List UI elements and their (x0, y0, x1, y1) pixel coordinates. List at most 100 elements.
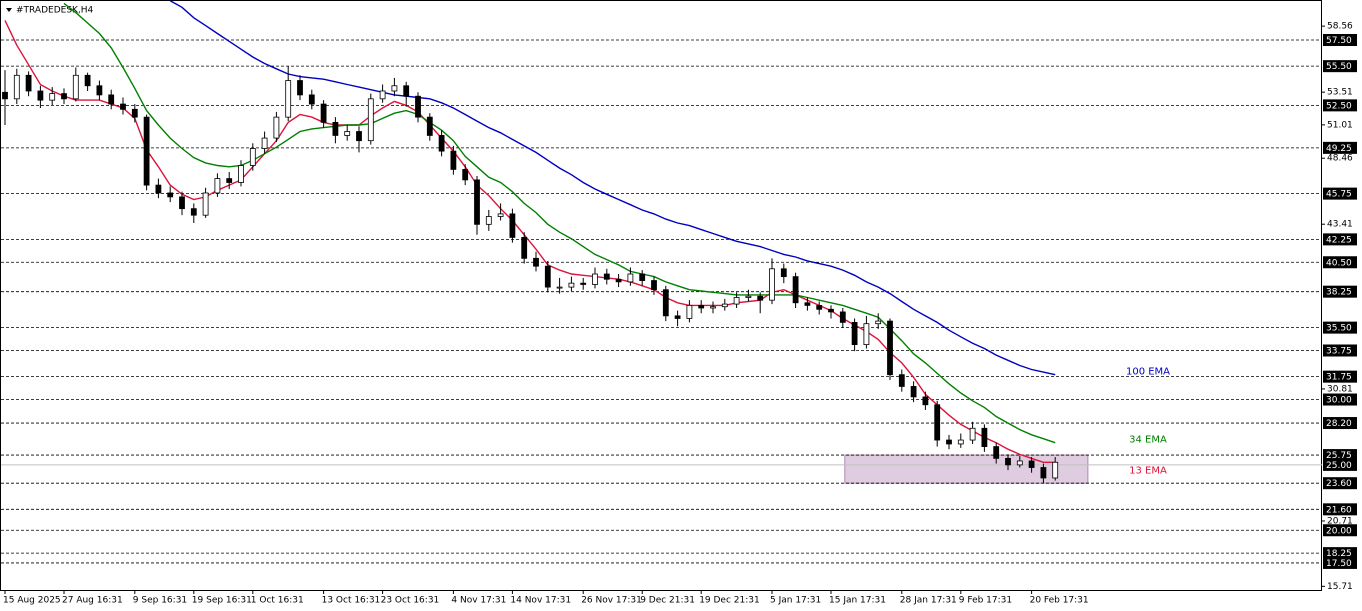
x-tick-label: 13 Oct 16:31 (322, 596, 381, 606)
candle-body (356, 131, 362, 142)
candle-body (639, 273, 646, 281)
candle-body (450, 150, 457, 170)
level-label: 45.75 (1326, 190, 1352, 200)
y-tick-label: 53.51 (1327, 88, 1353, 98)
candle-body (320, 103, 327, 123)
candle-body (1028, 460, 1035, 468)
level-label: 23.60 (1326, 479, 1352, 489)
x-tick-label: 28 Jan 17:31 (900, 596, 957, 606)
y-tick-label: 58.56 (1327, 22, 1353, 32)
candle-body (922, 396, 929, 406)
candle-body (155, 184, 162, 194)
candle-body (1005, 457, 1011, 466)
price-box (1323, 458, 1357, 471)
level-label: 28.20 (1326, 419, 1352, 429)
x-tick-label: 5 Jan 17:31 (770, 596, 821, 606)
candle-body (462, 169, 469, 181)
candle-body (757, 295, 764, 301)
level-label: 52.50 (1326, 101, 1352, 111)
candle-body (863, 323, 870, 346)
ema-line (169, 0, 1056, 376)
level-box (1323, 60, 1357, 73)
candle-body (710, 306, 716, 309)
x-tick-label: 14 Nov 17:31 (510, 596, 571, 606)
candle-body (131, 108, 138, 118)
ema-label: 13 EMA (1129, 465, 1167, 476)
plot-frame (0, 0, 1322, 591)
candle-body (61, 93, 67, 100)
x-tick-label: 9 Dec 21:31 (640, 596, 695, 606)
level-box (1323, 233, 1357, 246)
candle-body (580, 282, 587, 285)
candle-body (190, 208, 197, 216)
candle-body (249, 148, 256, 166)
candle-body (120, 103, 126, 110)
level-box (1323, 503, 1357, 516)
candle-body (851, 321, 858, 346)
candle-body (285, 80, 292, 118)
candle-body (957, 439, 964, 445)
candle-body (615, 278, 622, 283)
candle-body (1016, 460, 1023, 466)
candle-body (592, 273, 598, 285)
level-box (1323, 524, 1357, 537)
level-box (1323, 187, 1357, 200)
candle-body (143, 116, 150, 186)
candle-body (721, 303, 728, 308)
candle-body (533, 257, 539, 267)
level-box (1323, 556, 1357, 569)
candle-body (686, 304, 693, 319)
candle-body (367, 98, 374, 142)
level-box (1323, 417, 1357, 430)
level-label: 57.50 (1326, 36, 1352, 46)
x-tick-label: 15 Aug 2025 (3, 596, 61, 606)
candle-body (898, 374, 905, 387)
level-label: 49.25 (1326, 144, 1352, 154)
candle-body (887, 320, 893, 376)
level-box (1323, 370, 1357, 383)
price-label: 25.00 (1326, 461, 1352, 471)
level-box (1323, 547, 1357, 560)
candle-body (96, 85, 103, 96)
candle-body (332, 121, 339, 136)
candle-body (238, 165, 244, 183)
level-box (1323, 256, 1357, 269)
candle-body (438, 135, 445, 152)
candle-body (910, 386, 917, 398)
candle-body (521, 237, 528, 259)
y-tick-label: 51.01 (1327, 120, 1353, 130)
ema-label: 34 EMA (1129, 435, 1167, 446)
candle-body (804, 302, 811, 306)
candle-body (674, 315, 681, 319)
support-zone (844, 454, 1089, 484)
candle-body (662, 289, 669, 317)
x-tick-label: 15 Jan 17:31 (829, 596, 886, 606)
level-label: 35.50 (1326, 324, 1352, 334)
x-tick-label: 26 Nov 17:31 (581, 596, 642, 606)
candle-body (344, 131, 351, 136)
candle-body (49, 93, 56, 101)
candle-body (226, 178, 233, 183)
x-tick-label: 19 Dec 21:31 (699, 596, 760, 606)
level-label: 38.25 (1326, 288, 1352, 298)
menu-arrow[interactable] (6, 8, 12, 12)
level-label: 55.50 (1326, 62, 1352, 72)
candle-body (167, 192, 174, 198)
candle-body (839, 311, 846, 323)
y-tick-label: 30.81 (1327, 384, 1353, 394)
candle-body (733, 297, 740, 305)
candle-body (261, 137, 268, 149)
candle-body (426, 116, 433, 136)
level-label: 40.50 (1326, 258, 1352, 268)
x-tick-label: 9 Sep 16:31 (133, 596, 187, 606)
x-tick-label: 23 Oct 16:31 (381, 596, 440, 606)
candle-body (1040, 467, 1047, 479)
candle-body (497, 213, 504, 217)
level-label: 30.00 (1326, 396, 1352, 406)
level-label: 17.50 (1326, 559, 1352, 569)
x-tick-label: 19 Sep 16:31 (192, 596, 252, 606)
candle-body (627, 273, 634, 283)
candle-body (379, 90, 386, 100)
